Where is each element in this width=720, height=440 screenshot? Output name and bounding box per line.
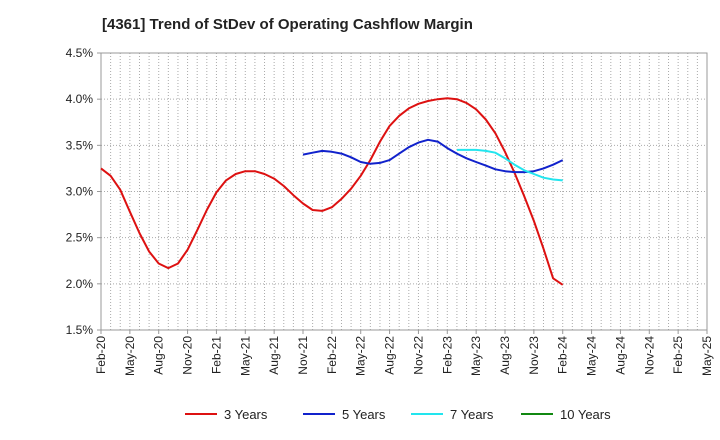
series-group (100, 97, 564, 286)
x-tick-label: May-20 (123, 336, 137, 376)
x-tick-label: May-25 (700, 336, 714, 376)
x-tick-label: Nov-20 (181, 336, 195, 375)
legend-label: 3 Years (224, 407, 268, 422)
y-tick-label: 2.5% (66, 231, 94, 245)
x-tick-label: May-24 (585, 336, 599, 376)
y-tick-label: 1.5% (66, 323, 94, 337)
legend-label: 5 Years (342, 407, 386, 422)
x-tick-label: Feb-25 (671, 336, 685, 374)
x-axis: Feb-20 May-20 Aug-20 Nov-20 Feb-21 May-21 Aug-… (94, 330, 714, 376)
x-tick-label: Aug-21 (267, 336, 281, 375)
x-tick-label: May-22 (354, 336, 368, 376)
y-tick-label: 4.0% (66, 92, 94, 106)
x-tick-label: Nov-23 (527, 336, 541, 375)
grid (101, 52, 707, 331)
legend: 3 Years 5 Years 7 Years 10 Years (185, 407, 611, 422)
legend-label: 7 Years (450, 407, 494, 422)
x-tick-label: May-23 (469, 336, 483, 376)
y-tick-label: 3.0% (66, 185, 94, 199)
x-tick-label: Feb-20 (94, 336, 108, 374)
x-tick-label: Aug-24 (613, 336, 627, 375)
y-tick-label: 4.5% (66, 46, 94, 60)
series-line-3-years (100, 97, 564, 286)
series-line-5-years (302, 138, 564, 174)
x-tick-label: Aug-23 (498, 336, 512, 375)
x-tick-label: Aug-20 (152, 336, 166, 375)
y-axis: 1.5% 2.0% 2.5% 3.0% 3.5% 4.0% 4.5% (66, 46, 101, 337)
x-tick-label: Nov-24 (642, 336, 656, 375)
x-tick-label: Feb-23 (440, 336, 454, 374)
x-tick-label: Aug-22 (383, 336, 397, 375)
x-tick-label: May-21 (238, 336, 252, 376)
x-tick-label: Nov-22 (411, 336, 425, 375)
y-tick-label: 2.0% (66, 277, 94, 291)
chart-title: [4361] Trend of StDev of Operating Cashf… (102, 16, 473, 33)
series-line-7-years (456, 148, 563, 182)
x-tick-label: Nov-21 (296, 336, 310, 375)
legend-label: 10 Years (560, 407, 611, 422)
x-tick-label: Feb-21 (209, 336, 223, 374)
y-tick-label: 3.5% (66, 138, 94, 152)
x-tick-label: Feb-24 (556, 336, 570, 374)
x-tick-label: Feb-22 (325, 336, 339, 374)
